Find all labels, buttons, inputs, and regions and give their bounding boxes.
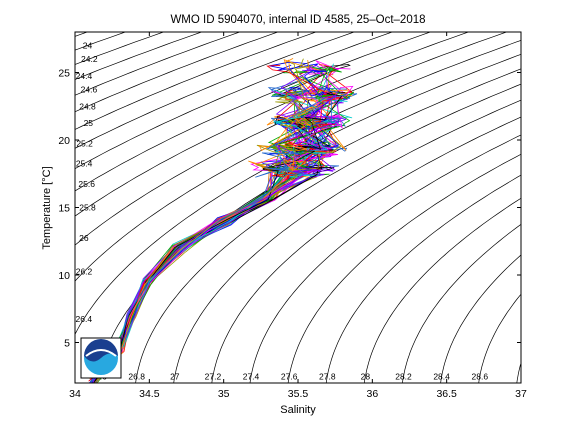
isopycnal-label: 26 xyxy=(79,233,89,243)
isopycnal-label: 25 xyxy=(84,118,94,128)
isopycnal-line xyxy=(402,223,521,383)
isopycnal-label: 25.4 xyxy=(76,159,93,169)
isopycnal-label: 26.2 xyxy=(76,267,93,277)
isopycnal-contours xyxy=(75,32,521,383)
noaa-logo xyxy=(80,337,122,379)
isopycnal-line xyxy=(173,99,521,383)
isopycnal-line xyxy=(211,116,521,383)
isopycnal-label: 28 xyxy=(361,371,371,381)
x-tick-label: 36 xyxy=(366,388,378,400)
isopycnal-line xyxy=(75,32,432,192)
y-axis-label: Temperature [°C] xyxy=(41,166,53,249)
isopycnal-label: 24.8 xyxy=(79,101,96,111)
isopycnal-line xyxy=(325,174,521,383)
isopycnal-label: 27.4 xyxy=(243,371,260,381)
isopycnal-label: 26.4 xyxy=(76,314,93,324)
x-tick-label: 35 xyxy=(218,388,230,400)
y-axis: 5 10 15 20 25 xyxy=(58,68,521,350)
profile-line xyxy=(91,116,328,377)
x-tick-label: 34.5 xyxy=(139,388,160,400)
x-axis: 34 34.5 35 35.5 36 36.5 37 xyxy=(69,32,527,400)
plot-area xyxy=(75,32,521,383)
isopycnal-line xyxy=(75,32,356,149)
isopycnal-line xyxy=(249,134,521,383)
isopycnal-line xyxy=(75,53,521,336)
isopycnal-line xyxy=(97,68,521,383)
y-tick-label: 15 xyxy=(58,203,70,215)
isopycnal-line xyxy=(363,197,521,383)
isopycnal-label: 24.2 xyxy=(81,54,98,64)
isopycnal-line xyxy=(287,153,521,383)
y-tick-label: 5 xyxy=(64,338,70,350)
isopycnal-label: 28.6 xyxy=(472,371,489,381)
isopycnal-line xyxy=(135,83,521,383)
x-tick-label: 36.5 xyxy=(436,388,457,400)
profile-line xyxy=(92,91,346,383)
isopycnal-line xyxy=(75,32,317,130)
isopycnal-line xyxy=(440,254,521,383)
y-tick-label: 25 xyxy=(58,68,70,80)
isopycnal-labels: 24 24.2 24.4 24.6 24.8 25 25.2 25.4 25.6 25.8 26 26… xyxy=(76,41,489,382)
isopycnal-line xyxy=(75,32,508,246)
y-tick-label: 20 xyxy=(58,135,70,147)
isopycnal-line xyxy=(75,32,241,96)
isopycnal-label: 24 xyxy=(83,41,93,51)
x-tick-label: 35.5 xyxy=(288,388,309,400)
isopycnal-label: 28.4 xyxy=(433,371,450,381)
chart-title: WMO ID 5904070, internal ID 4585, 25–Oct… xyxy=(170,14,425,26)
isopycnal-line xyxy=(75,32,394,170)
profile-line xyxy=(92,94,323,382)
x-tick-label: 37 xyxy=(515,388,527,400)
logo-bird xyxy=(85,349,117,357)
profile-line xyxy=(89,87,348,383)
profile-lines xyxy=(88,58,358,383)
isopycnal-label: 25.6 xyxy=(78,179,95,189)
isopycnal-label: 24.4 xyxy=(76,71,93,81)
isopycnal-label: 27 xyxy=(170,371,180,381)
x-tick-label: 34 xyxy=(69,388,81,400)
isopycnal-label: 25.8 xyxy=(79,203,96,213)
isopycnal-label: 27.2 xyxy=(205,371,222,381)
isopycnal-line xyxy=(75,40,521,282)
profile-line xyxy=(89,69,327,378)
y-tick-label: 10 xyxy=(58,270,70,282)
isopycnal-label: 27.8 xyxy=(319,371,336,381)
isopycnal-label: 24.6 xyxy=(81,84,98,94)
isopycnal-label: 26.8 xyxy=(128,371,145,381)
isopycnal-label: 25.2 xyxy=(76,138,93,148)
x-axis-label: Salinity xyxy=(280,404,316,416)
profile-line xyxy=(95,89,353,378)
isopycnal-label: 27.6 xyxy=(281,371,298,381)
isopycnal-label: 28.2 xyxy=(395,371,412,381)
isopycnal-line xyxy=(75,32,279,113)
isopycnal-line xyxy=(478,293,521,383)
